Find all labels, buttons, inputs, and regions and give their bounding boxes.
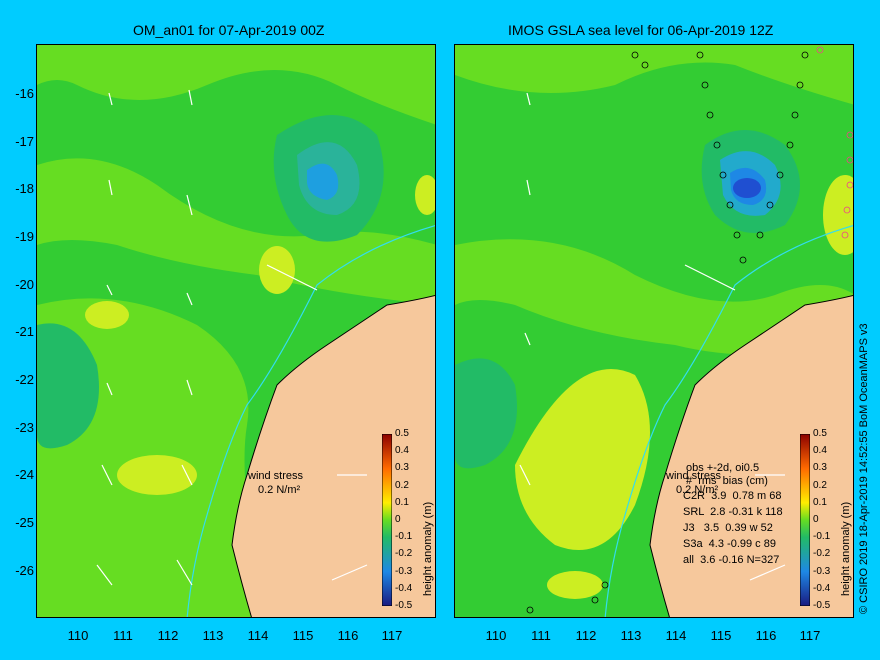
left-wind-stress-label: wind stress [248, 470, 304, 482]
x-tick: 110 [67, 628, 89, 643]
left-map-panel [36, 44, 436, 618]
anomaly-high-spot [547, 571, 603, 599]
anomaly-low-center [733, 178, 761, 198]
colorbar-tick: 0.4 [813, 445, 827, 456]
right-colorbar [799, 433, 811, 607]
y-tick: -25 [15, 515, 34, 530]
colorbar-tick: 0.2 [395, 480, 409, 491]
x-tick: 113 [202, 628, 224, 643]
x-tick: 111 [113, 628, 133, 643]
stats-row: SRL 2.8 -0.31 k 118 [683, 506, 783, 518]
y-tick: -20 [15, 277, 34, 292]
anomaly-high-spot [823, 175, 853, 255]
anomaly-low-region [37, 323, 99, 449]
colorbar-tick: -0.5 [813, 600, 831, 611]
x-tick: 116 [755, 628, 777, 643]
left-map [37, 45, 435, 617]
left-colorbar-label: height anomaly (m) [422, 501, 434, 596]
shelf-edge-line [186, 224, 435, 617]
colorbar-tick: 0 [813, 514, 819, 525]
anomaly-high-spot [85, 301, 129, 329]
y-tick: -26 [15, 563, 34, 578]
colorbar-tick: 0.1 [813, 497, 827, 508]
colorbar-tick: 0.5 [395, 428, 409, 439]
stats-table: C2R 3.9 0.78 m 68 SRL 2.8 -0.31 k 118 J3… [683, 490, 783, 567]
anomaly-low-region [455, 358, 517, 469]
anomaly-band-light [455, 45, 853, 105]
altimeter-track-s3a [816, 46, 853, 239]
y-tick: -16 [15, 86, 34, 101]
anomaly-band-light [455, 239, 853, 355]
right-colorbar-label: height anomaly (m) [840, 501, 852, 596]
colorbar-tick: 0.5 [813, 428, 827, 439]
x-tick: 112 [157, 628, 179, 643]
stats-row: J3 3.5 0.39 w 52 [683, 522, 773, 534]
colorbar-tick: -0.2 [813, 548, 831, 559]
right-wind-stress-label: wind stress [666, 470, 722, 482]
x-tick: 115 [710, 628, 732, 643]
colorbar-tick: -0.3 [813, 566, 831, 577]
left-colorbar [381, 433, 393, 607]
y-tick: -17 [15, 134, 34, 149]
anomaly-band-light [37, 158, 435, 305]
anomaly-high-spot [415, 175, 435, 215]
altimeter-tracks [526, 51, 809, 614]
colorbar-tick: 0.2 [813, 480, 827, 491]
colorbar-tick: -0.4 [395, 583, 413, 594]
wind-arrows [96, 89, 368, 586]
y-tick: -22 [15, 372, 34, 387]
stats-row: all 3.6 -0.16 N=327 [683, 554, 780, 566]
y-tick: -24 [15, 467, 34, 482]
colorbar-tick: -0.1 [813, 531, 831, 542]
stats-header: obs +-2d, oi0.5 # rms bias (cm) [686, 462, 768, 487]
x-tick: 111 [531, 628, 551, 643]
y-tick: -19 [15, 229, 34, 244]
colorbar-tick: 0.3 [395, 462, 409, 473]
colorbar-tick: -0.4 [813, 583, 831, 594]
anomaly-high-region [515, 369, 650, 550]
x-tick: 110 [485, 628, 507, 643]
left-panel-title: OM_an01 for 07-Apr-2019 00Z [133, 22, 325, 38]
colorbar-tick: 0.3 [813, 462, 827, 473]
x-tick: 116 [337, 628, 359, 643]
anomaly-high-spot [117, 455, 197, 495]
x-tick: 114 [665, 628, 687, 643]
shelf-edge-line [604, 224, 853, 617]
colorbar-tick: 0 [395, 514, 401, 525]
colorbar-tick: -0.3 [395, 566, 413, 577]
right-panel-title: IMOS GSLA sea level for 06-Apr-2019 12Z [508, 22, 774, 38]
colorbar-tick: -0.1 [395, 531, 413, 542]
anomaly-low-center [307, 163, 339, 200]
colorbar-tick: -0.5 [395, 600, 413, 611]
right-map [455, 45, 853, 617]
x-tick: 112 [575, 628, 597, 643]
stats-row: C2R 3.9 0.78 m 68 [683, 490, 782, 502]
colorbar-tick: 0.1 [395, 497, 409, 508]
stats-row: S3a 4.3 -0.99 c 89 [683, 538, 776, 550]
credit-text: © CSIRO 2019 18-Apr-2019 14:52:55 BoM Oc… [858, 323, 870, 614]
x-tick: 117 [799, 628, 821, 643]
x-tick: 115 [292, 628, 314, 643]
colorbar-tick: 0.4 [395, 445, 409, 456]
y-tick: -23 [15, 420, 34, 435]
colorbar-tick: -0.2 [395, 548, 413, 559]
anomaly-band-light [37, 45, 435, 125]
left-wind-stress-scale: 0.2 N/m² [258, 484, 301, 496]
y-tick: -18 [15, 181, 34, 196]
x-tick: 114 [247, 628, 269, 643]
y-tick: -21 [15, 324, 34, 339]
x-tick: 113 [620, 628, 642, 643]
colorbar-gradient [381, 433, 393, 607]
colorbar-gradient [799, 433, 811, 607]
right-wind-stress-scale: 0.2 N/m² [676, 484, 719, 496]
x-tick: 117 [381, 628, 403, 643]
right-map-panel [454, 44, 854, 618]
wind-arrows [519, 92, 786, 581]
